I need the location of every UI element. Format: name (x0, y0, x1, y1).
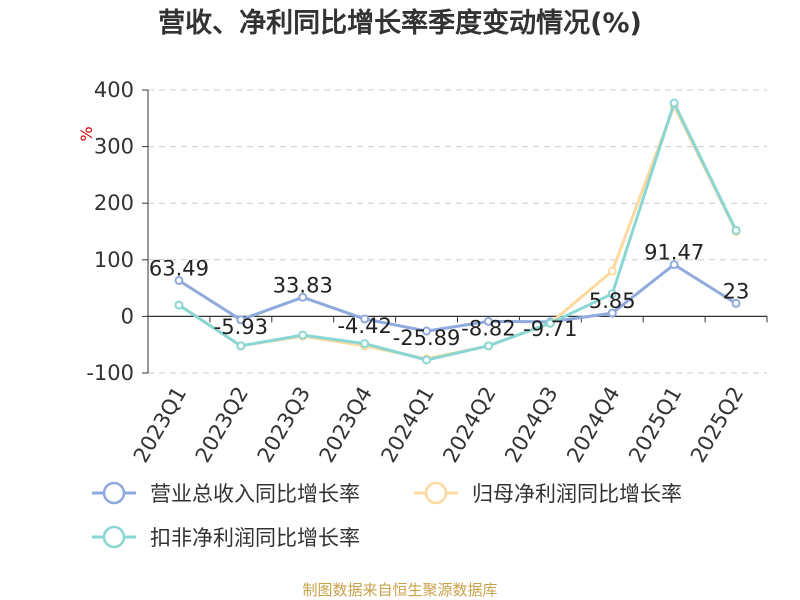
data-label: 63.49 (149, 256, 209, 280)
series-point (298, 292, 308, 302)
y-axis-unit-label: % (77, 126, 96, 141)
y-tick-label: 300 (94, 135, 134, 159)
chart-title: 营收、净利同比增长率季度变动情况(%) (158, 7, 642, 39)
series-point (174, 275, 184, 285)
data-label: -8.82 (461, 316, 515, 340)
data-label: 33.83 (273, 273, 333, 297)
legend-label: 归母净利润同比增长率 (472, 482, 682, 506)
series-point (731, 225, 741, 235)
series-point (669, 260, 679, 270)
y-tick-label: 200 (94, 191, 134, 215)
source-note: 制图数据来自恒生聚源数据库 (302, 581, 497, 599)
x-tick-label: 2025Q2 (686, 383, 748, 467)
x-tick-label: 2023Q3 (253, 383, 315, 467)
x-tick-label: 2024Q1 (376, 383, 438, 467)
x-tick-label: 2025Q1 (624, 383, 686, 467)
series-point (607, 266, 617, 276)
x-tick-label: 2024Q2 (438, 383, 500, 467)
y-tick-label: 100 (94, 248, 134, 272)
data-label: 91.47 (644, 241, 704, 265)
x-tick-label: 2024Q4 (562, 383, 624, 467)
series-point (422, 326, 432, 336)
series-point (360, 314, 370, 324)
grid-lines (148, 89, 767, 374)
data-label: -9.71 (523, 317, 577, 341)
series-point (360, 339, 370, 349)
series-line (178, 263, 737, 333)
x-tick-label: 2023Q1 (129, 383, 191, 467)
legend-marker (102, 481, 126, 505)
legend-label: 营业总收入同比增长率 (150, 482, 360, 506)
series-point (545, 318, 555, 328)
series-point (483, 341, 493, 351)
y-tick-label: 0 (121, 304, 134, 328)
data-label: 5.85 (589, 289, 636, 313)
series-point (174, 300, 184, 310)
series-point (607, 308, 617, 318)
x-tick-label: 2023Q4 (315, 383, 377, 467)
legend-label: 扣非净利润同比增长率 (150, 526, 360, 550)
legend-marker (102, 525, 126, 549)
y-tick-label: -100 (86, 361, 134, 385)
series-point (731, 298, 741, 308)
data-label: -4.42 (337, 314, 391, 338)
y-tick-label: 400 (94, 78, 134, 102)
legend-marker (424, 481, 448, 505)
series-point (483, 316, 493, 326)
series-point (236, 341, 246, 351)
series-point (607, 289, 617, 299)
x-tick-label: 2023Q2 (191, 383, 253, 467)
data-label: -25.89 (393, 326, 461, 350)
series-lines (174, 98, 741, 365)
series-line (178, 101, 738, 362)
series-point (298, 330, 308, 340)
data-label: -5.93 (214, 315, 268, 339)
series-point (422, 355, 432, 365)
series-point (236, 315, 246, 325)
series-point (669, 98, 679, 108)
x-tick-label: 2024Q3 (500, 383, 562, 467)
data-label: 23 (723, 279, 750, 303)
